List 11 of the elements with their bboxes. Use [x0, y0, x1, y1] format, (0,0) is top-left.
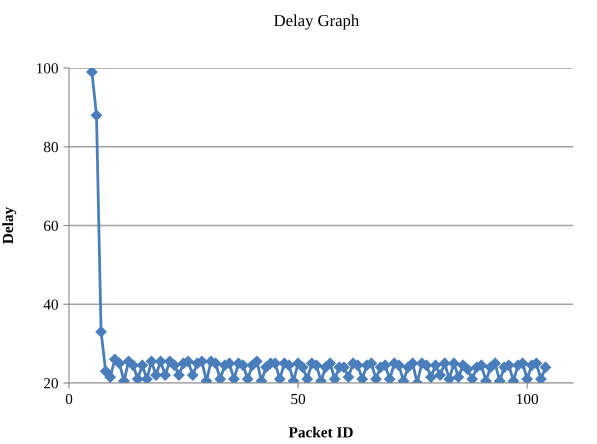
x-axis-title: Packet ID — [288, 426, 353, 438]
y-tick-label: 100 — [37, 63, 58, 74]
chart-title: Delay Graph — [274, 14, 359, 30]
y-tick-label: 40 — [44, 299, 58, 310]
y-tick-label: 80 — [44, 142, 58, 152]
x-tick-label: 0 — [66, 394, 72, 404]
y-axis-title: Delay — [2, 206, 16, 244]
y-tick-label: 20 — [44, 378, 58, 388]
x-tick-label: 50 — [291, 394, 306, 404]
y-tick-label: 60 — [44, 220, 58, 231]
x-tick-label: 100 — [517, 394, 538, 404]
